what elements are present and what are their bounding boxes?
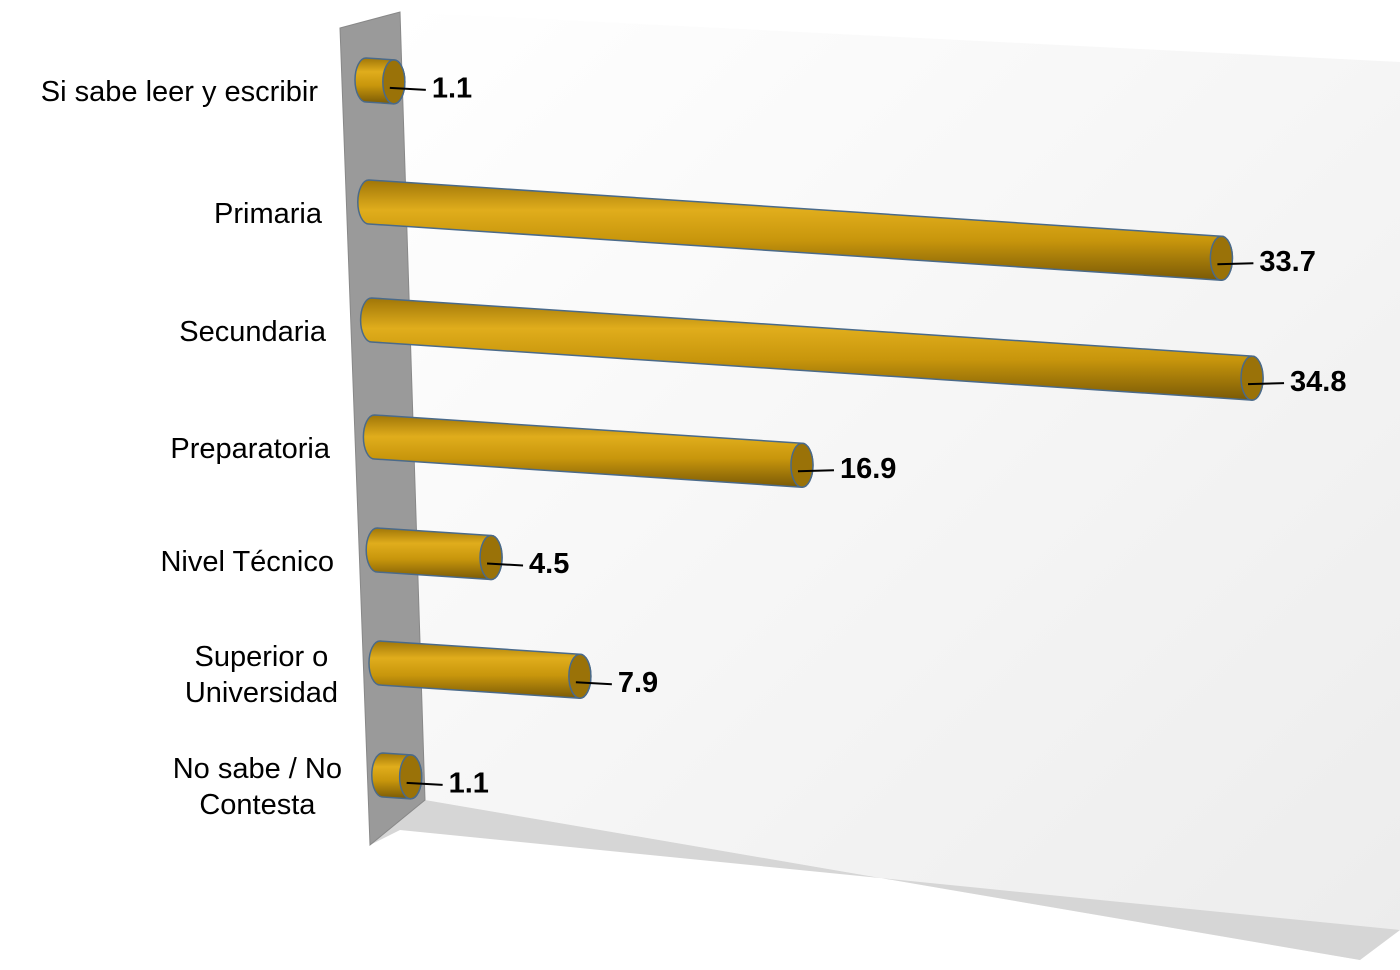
leader-line	[389, 86, 426, 91]
leader-line	[1217, 262, 1254, 266]
bars: 1.1 33.7 34.8 16.9 4.5 7.9 1.1	[354, 57, 1346, 800]
leader-line	[1248, 382, 1285, 386]
floor	[370, 800, 1400, 960]
value-label: 1.1	[449, 767, 489, 799]
category-label: Superior o Universidad	[184, 641, 338, 709]
value-label: 1.1	[432, 72, 472, 104]
bar-end	[382, 59, 406, 105]
value-label: 16.9	[840, 453, 896, 485]
leader-line	[797, 469, 834, 473]
bar-end	[1240, 355, 1264, 401]
leader-line	[575, 681, 612, 686]
value-label: 34.8	[1290, 366, 1346, 398]
category-label: Nivel Técnico	[160, 546, 334, 578]
bar-end	[398, 754, 423, 800]
bar-end	[479, 534, 503, 581]
category-label: No sabe / No Contesta	[172, 753, 342, 821]
category-label: Secundaria	[179, 316, 326, 348]
bar-end	[1209, 235, 1234, 282]
leader-line	[406, 781, 443, 786]
leader-line	[486, 562, 524, 567]
value-label: 33.7	[1259, 246, 1315, 278]
value-label: 7.9	[618, 667, 658, 699]
category-label: Si sabe leer y escribir	[40, 76, 318, 108]
bar-end	[568, 653, 592, 699]
category-label: Preparatoria	[170, 433, 330, 465]
back-panel	[400, 12, 1400, 960]
value-label: 4.5	[529, 548, 569, 580]
category-label: Primaria	[214, 198, 322, 230]
bar-end	[790, 442, 814, 488]
